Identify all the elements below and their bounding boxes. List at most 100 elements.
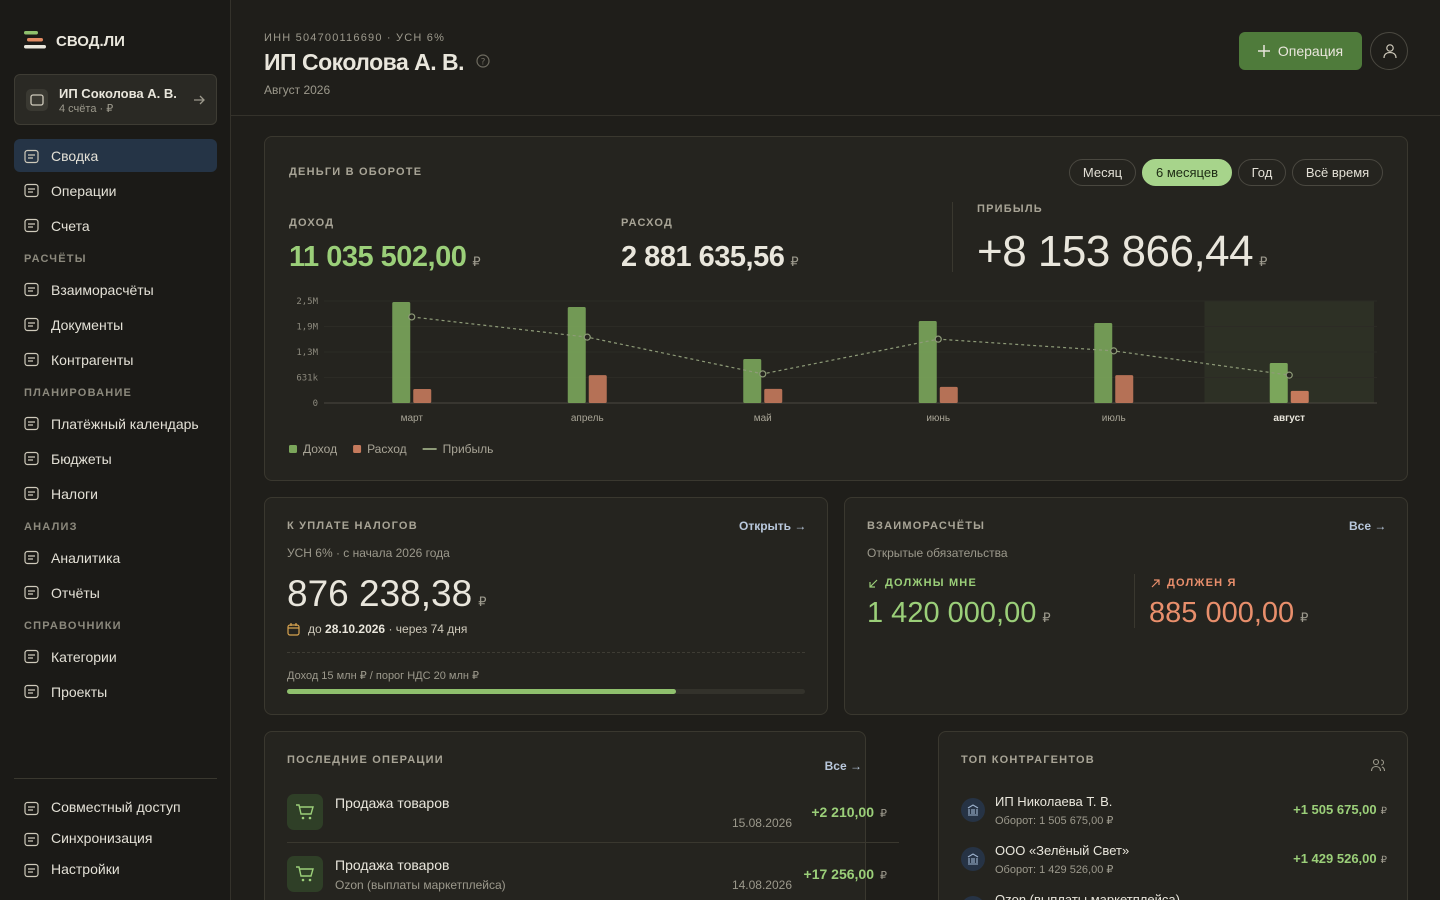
divider [952,202,953,272]
nav-item[interactable]: Аналитика [14,540,217,575]
period-pill[interactable]: Всё время [1292,159,1383,186]
nav-item[interactable]: Сводка [14,139,217,172]
y-tick-label: 1,9M [296,323,318,333]
income-label: ДОХОД [289,217,335,229]
profit-label: ПРИБЫЛЬ [977,203,1043,215]
nav-item[interactable]: Категории [14,639,217,674]
nav-icon [24,863,39,878]
divider [287,842,899,843]
bar [567,307,586,403]
progress-bar [287,689,676,694]
counterparty-name: ИП Николаева Т. В. [995,794,1113,809]
nav-item[interactable]: Налоги [14,476,217,511]
period-pill[interactable]: Месяц [1069,159,1136,186]
card-title: К УПЛАТЕ НАЛОГОВ [287,520,418,532]
bar [1094,322,1113,403]
legend-swatch [289,445,297,453]
icon-shape [24,585,39,600]
operation-amount: +2 210,00 ₽ [811,804,887,820]
profile-button[interactable] [1370,32,1408,70]
owed-to-me-amount: 1 420 000,00 ₽ [867,597,1051,630]
amount: +1 429 526,00 [1293,851,1377,866]
nav-item[interactable]: Контрагенты [14,342,217,377]
nav-icon [24,451,39,466]
due-rest: · через 74 дня [388,622,468,636]
bar [1290,390,1309,403]
icon-shape [28,287,35,292]
nav-item[interactable]: Операции [14,173,217,208]
nav-label: Аналитика [51,549,121,566]
counterparty-name: ООО «Зелёный Свет» [995,843,1130,858]
nav-item[interactable]: Счета [14,208,217,243]
currency: ₽ [478,594,487,609]
card-title: ПОСЛЕДНИЕ ОПЕРАЦИИ [287,754,444,766]
operation-date: 14.08.2026 [731,878,792,892]
nav-label: Категории [51,648,117,665]
logo: СВОД.ЛИ [56,33,125,50]
nav-icon [24,832,39,847]
amount: 876 238,38 [287,573,473,614]
nav-item[interactable]: Проекты [14,674,217,709]
header-divider [231,115,1440,116]
period-pill[interactable]: 6 месяцев [1142,159,1232,186]
nav-item[interactable]: Настройки [14,853,217,884]
help-icon[interactable]: ? [476,54,490,68]
currency: ₽ [1300,610,1309,625]
nav-label: Проекты [51,683,108,700]
x-tick-label: май [754,413,772,424]
nav-item[interactable]: Бюджеты [14,441,217,476]
icon-shape [24,486,39,501]
counterparty-row[interactable]: Ozon (выплаты маркетплейса) [961,892,1387,900]
nav-item[interactable]: Синхронизация [14,822,217,853]
nav-label: Совместный доступ [51,798,181,815]
tax-card: К УПЛАТЕ НАЛОГОВ Открыть → УСН 6% · с на… [264,497,828,715]
nav-label: Документы [51,316,124,333]
icon-shape [24,218,39,233]
settlements-card: ВЗАИМОРАСЧЁТЫ Все → Открытые обязательст… [844,497,1408,715]
progress-track [287,689,805,694]
all-link[interactable]: Все → [1349,519,1387,533]
y-tick-label: 1,3M [296,348,318,358]
icon-shape [28,154,35,159]
all-link[interactable]: Все → [824,759,862,773]
x-tick-label: июнь [926,413,950,424]
amount: +1 505 675,00 [1293,802,1377,817]
nav-label: Контрагенты [51,351,134,368]
bar [413,389,432,403]
card-title: ВЗАИМОРАСЧЁТЫ [867,520,986,532]
counterparty-row[interactable]: ООО «Зелёный Свет» Оборот: 1 429 526,00 ₽… [961,843,1387,883]
org-name: ИП Соколова А. В. [59,86,177,101]
logo-icon [24,31,46,49]
nav-item[interactable]: Взаиморасчёты [14,272,217,307]
icon-shape [28,223,35,228]
bar [588,375,607,403]
icon-shape [24,352,39,367]
counterparty-row[interactable]: ИП Николаева Т. В. Оборот: 1 505 675,00 ₽… [961,794,1387,834]
settlements-sub: Открытые обязательства [867,546,1008,560]
cart-icon [296,804,314,820]
nav-icon [24,486,39,501]
y-tick-label: 631k [296,374,318,384]
divider [1134,574,1135,628]
add-operation-button[interactable]: Операция [1239,32,1362,70]
operation-row[interactable]: Продажа товаров 15.08.2026 +2 210,00 ₽ [287,792,899,846]
nav-item[interactable]: Отчёты [14,575,217,610]
icon-shape [28,689,35,694]
nav-item[interactable]: Платёжный календарь [14,406,217,441]
cart-icon [296,866,314,882]
org-switcher[interactable]: ИП Соколова А. В. 4 счёта · ₽ [14,74,217,125]
nav-label: Бюджеты [51,450,112,467]
counterparties-card: ТОП КОНТРАГЕНТОВ ИП Николаева Т. В. Оборо… [938,731,1408,900]
owed-to-me-label: ДОЛЖНЫ МНЕ [885,577,977,589]
people-icon[interactable] [1371,758,1385,772]
period-pill[interactable]: Год [1238,159,1286,186]
open-link[interactable]: Открыть → [739,519,807,533]
operation-row[interactable]: Продажа товаров Ozon (выплаты маркетплейс… [287,854,899,900]
icon-shape [28,357,35,362]
bar [939,386,958,403]
page-title: ИП Соколова А. В. [264,49,465,75]
nav-item[interactable]: Совместный доступ [14,791,217,822]
nav-item[interactable]: Документы [14,307,217,342]
due-prefix: до [308,622,322,636]
